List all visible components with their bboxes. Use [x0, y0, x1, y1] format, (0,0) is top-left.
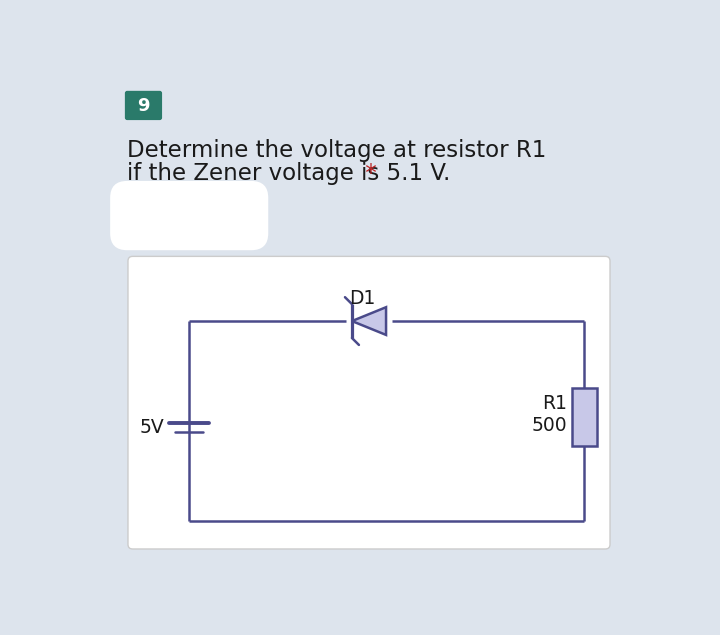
Bar — [572, 388, 597, 446]
FancyBboxPatch shape — [128, 257, 610, 549]
Text: 9: 9 — [138, 97, 150, 115]
FancyBboxPatch shape — [125, 91, 162, 120]
Text: 5V: 5V — [140, 418, 164, 437]
Text: *: * — [358, 163, 377, 185]
Text: D1: D1 — [350, 289, 376, 308]
Text: Determine the voltage at resistor R1: Determine the voltage at resistor R1 — [127, 139, 546, 163]
FancyBboxPatch shape — [110, 181, 269, 250]
Text: if the Zener voltage is 5.1 V.: if the Zener voltage is 5.1 V. — [127, 163, 451, 185]
Polygon shape — [352, 307, 386, 335]
Text: R1: R1 — [542, 394, 567, 413]
Text: 500: 500 — [532, 416, 567, 435]
